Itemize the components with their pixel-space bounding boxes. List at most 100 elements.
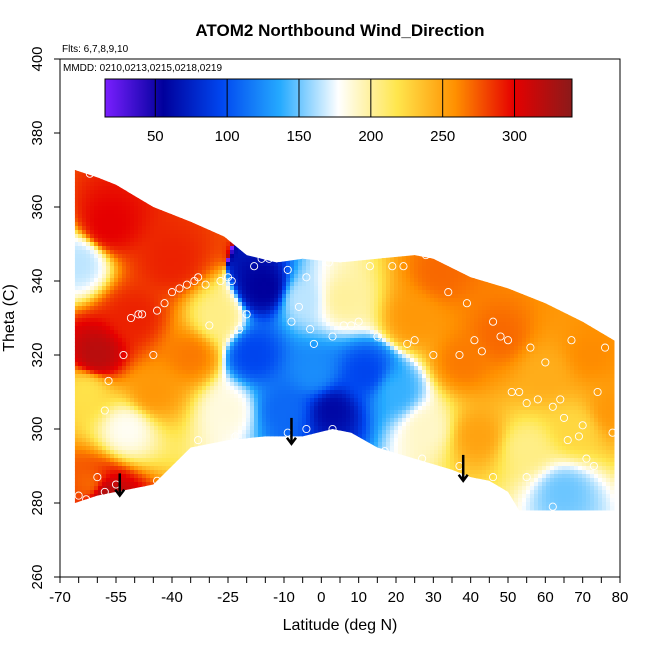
heat-cell: [418, 214, 423, 219]
heat-cell: [110, 266, 115, 271]
heat-cell: [546, 178, 551, 183]
heat-cell: [226, 162, 231, 167]
heat-cell: [406, 206, 411, 211]
heat-cell: [218, 154, 223, 159]
heat-cell: [78, 170, 83, 171]
heat-cell: [242, 182, 247, 187]
heat-cell: [194, 214, 199, 219]
heat-cell: [78, 278, 83, 283]
heat-cell: [74, 258, 79, 263]
heat-cell: [334, 202, 339, 207]
heat-cell: [106, 278, 111, 283]
heat-cell: [410, 270, 415, 275]
heat-cell: [458, 254, 463, 259]
heat-cell: [442, 282, 447, 287]
heat-cell: [498, 174, 503, 179]
heat-cell: [446, 174, 451, 179]
heat-cell: [166, 258, 171, 263]
heat-cell: [374, 222, 379, 227]
heat-cell: [422, 286, 427, 291]
heat-cell: [478, 286, 483, 291]
heat-cell: [490, 270, 495, 275]
heat-cell: [502, 246, 507, 251]
heat-cell: [338, 218, 343, 223]
heat-cell: [346, 186, 351, 191]
heat-cell: [318, 170, 323, 175]
heat-cell: [206, 194, 211, 199]
heat-cell: [138, 250, 143, 255]
heat-cell: [114, 250, 119, 255]
heat-cell: [318, 178, 323, 183]
heat-cell: [426, 174, 431, 179]
heat-cell: [546, 170, 551, 171]
heat-cell: [522, 186, 527, 191]
heat-cell: [150, 154, 155, 159]
heat-cell: [414, 290, 419, 295]
heat-cell: [610, 190, 615, 195]
heat-cell: [322, 182, 327, 187]
heat-cell: [82, 226, 87, 231]
heat-cell: [230, 206, 235, 211]
heat-cell: [554, 178, 559, 183]
heat-cell: [114, 234, 119, 239]
heat-cell: [86, 230, 91, 235]
heat-cell: [438, 246, 443, 251]
heat-cell: [550, 210, 555, 215]
heat-cell: [522, 210, 527, 215]
heat-cell: [230, 210, 235, 215]
heat-cell: [242, 222, 247, 227]
heat-cell: [310, 170, 315, 171]
heat-cell: [134, 290, 139, 295]
heat-cell: [326, 250, 331, 255]
heat-cell: [70, 154, 75, 159]
heat-cell: [450, 162, 455, 167]
heat-cell: [522, 278, 527, 283]
heat-cell: [278, 278, 283, 283]
heat-cell: [574, 214, 579, 219]
heat-cell: [466, 226, 471, 231]
heat-cell: [78, 198, 83, 203]
heat-cell: [282, 274, 287, 279]
heat-cell: [414, 266, 419, 271]
heat-cell: [374, 154, 379, 159]
heat-cell: [302, 238, 307, 243]
heat-cell: [250, 294, 255, 299]
heat-cell: [170, 258, 175, 263]
heat-cell: [142, 206, 147, 211]
heat-cell: [258, 250, 263, 255]
heat-cell: [294, 282, 299, 287]
heat-cell: [450, 194, 455, 199]
heat-cell: [170, 234, 175, 239]
heat-cell: [482, 274, 487, 279]
heat-cell: [358, 170, 363, 171]
heat-cell: [166, 266, 171, 271]
heat-cell: [526, 194, 531, 199]
heat-cell: [198, 182, 203, 187]
heat-cell: [306, 258, 311, 263]
heat-cell: [86, 294, 91, 299]
heat-cell: [234, 182, 239, 187]
heat-cell: [122, 198, 127, 203]
heat-cell: [150, 202, 155, 207]
heat-cell: [102, 174, 107, 179]
heat-cell: [578, 194, 583, 199]
heat-cell: [494, 174, 499, 179]
heat-cell: [290, 278, 295, 283]
heat-cell: [534, 170, 539, 171]
heat-cell: [114, 190, 119, 195]
heat-cell: [558, 206, 563, 211]
heat-cell: [458, 270, 463, 275]
heat-cell: [198, 226, 203, 231]
heat-cell: [374, 182, 379, 187]
heat-cell: [174, 206, 179, 211]
heat-cell: [498, 202, 503, 207]
heat-cell: [302, 266, 307, 271]
heat-cell: [194, 246, 199, 251]
heat-cell: [330, 230, 335, 235]
heat-cell: [246, 174, 251, 179]
heat-cell: [422, 150, 427, 155]
heat-cell: [478, 210, 483, 215]
heat-cell: [434, 174, 439, 179]
heat-cell: [510, 222, 515, 227]
heat-cell: [314, 158, 319, 163]
